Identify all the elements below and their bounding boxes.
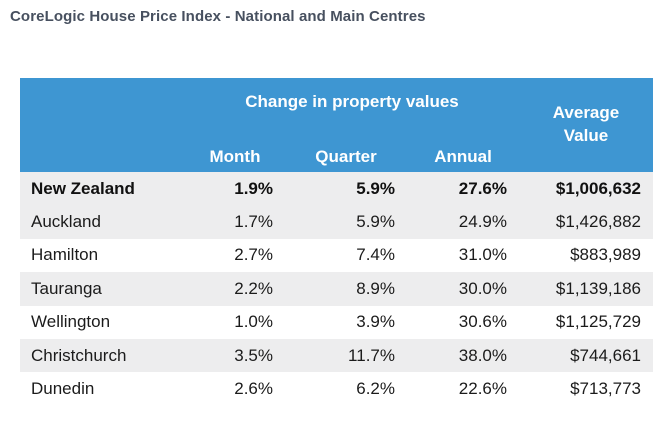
page-title: CoreLogic House Price Index - National a… bbox=[10, 8, 426, 25]
column-header-average-value: Average Value bbox=[519, 78, 653, 172]
cell-average-value: $1,426,882 bbox=[555, 212, 641, 232]
cell-quarter: 5.9% bbox=[356, 178, 395, 198]
cell-average-value: $1,125,729 bbox=[555, 312, 641, 332]
cell-quarter: 3.9% bbox=[356, 312, 395, 332]
table-header: Change in property values Month Quarter … bbox=[20, 78, 653, 172]
table-row-hamilton: Hamilton 2.7% 7.4% 31.0% $883,989 bbox=[20, 238, 653, 273]
cell-annual: 24.9% bbox=[458, 212, 507, 232]
cell-quarter: 5.9% bbox=[356, 212, 395, 232]
column-header-annual: Annual bbox=[434, 147, 492, 166]
cell-quarter: 6.2% bbox=[356, 379, 395, 399]
change-columns-group: Change in property values Month Quarter … bbox=[185, 78, 519, 172]
cell-month: 2.2% bbox=[234, 278, 273, 298]
cell-average-value: $713,773 bbox=[570, 379, 641, 399]
table-row-christchurch: Christchurch 3.5% 11.7% 38.0% $744,661 bbox=[20, 338, 653, 373]
cell-month: 1.7% bbox=[234, 212, 273, 232]
cell-month: 3.5% bbox=[234, 345, 273, 365]
cell-quarter: 8.9% bbox=[356, 278, 395, 298]
row-label: Wellington bbox=[31, 312, 111, 332]
cell-average-value: $1,006,632 bbox=[555, 178, 641, 198]
cell-average-value: $744,661 bbox=[570, 345, 641, 365]
table-row-wellington: Wellington 1.0% 3.9% 30.6% $1,125,729 bbox=[20, 305, 653, 339]
cell-annual: 38.0% bbox=[458, 345, 507, 365]
cell-month: 1.9% bbox=[234, 178, 273, 198]
cell-annual: 31.0% bbox=[458, 245, 507, 265]
table-body: New Zealand 1.9% 5.9% 27.6% $1,006,632 A… bbox=[20, 172, 653, 406]
sub-column-headers: Month Quarter Annual bbox=[185, 147, 519, 172]
row-label: Tauranga bbox=[31, 278, 102, 298]
cell-month: 1.0% bbox=[234, 312, 273, 332]
column-header-quarter: Quarter bbox=[315, 147, 377, 166]
average-value-label: Average Value bbox=[552, 103, 620, 145]
column-header-month: Month bbox=[209, 147, 261, 166]
house-price-index-table: Change in property values Month Quarter … bbox=[20, 78, 653, 406]
cell-average-value: $883,989 bbox=[570, 245, 641, 265]
cell-average-value: $1,139,186 bbox=[555, 278, 641, 298]
table-row-tauranga: Tauranga 2.2% 8.9% 30.0% $1,139,186 bbox=[20, 272, 653, 306]
cell-annual: 27.6% bbox=[458, 178, 507, 198]
row-label: New Zealand bbox=[31, 178, 135, 198]
column-group-label: Change in property values bbox=[245, 92, 459, 111]
cell-month: 2.6% bbox=[234, 379, 273, 399]
cell-quarter: 11.7% bbox=[348, 345, 395, 365]
row-label: Christchurch bbox=[31, 345, 127, 365]
table-row-dunedin: Dunedin 2.6% 6.2% 22.6% $713,773 bbox=[20, 372, 653, 406]
cell-annual: 30.6% bbox=[458, 312, 507, 332]
cell-quarter: 7.4% bbox=[356, 245, 395, 265]
row-label: Auckland bbox=[31, 212, 101, 232]
row-label: Dunedin bbox=[31, 379, 95, 399]
cell-month: 2.7% bbox=[234, 245, 273, 265]
cell-annual: 30.0% bbox=[458, 278, 507, 298]
row-label: Hamilton bbox=[31, 245, 99, 265]
cell-annual: 22.6% bbox=[458, 379, 507, 399]
header-spacer-cell bbox=[20, 78, 185, 172]
table-row-new-zealand: New Zealand 1.9% 5.9% 27.6% $1,006,632 bbox=[20, 172, 653, 206]
table-row-auckland: Auckland 1.7% 5.9% 24.9% $1,426,882 bbox=[20, 205, 653, 239]
